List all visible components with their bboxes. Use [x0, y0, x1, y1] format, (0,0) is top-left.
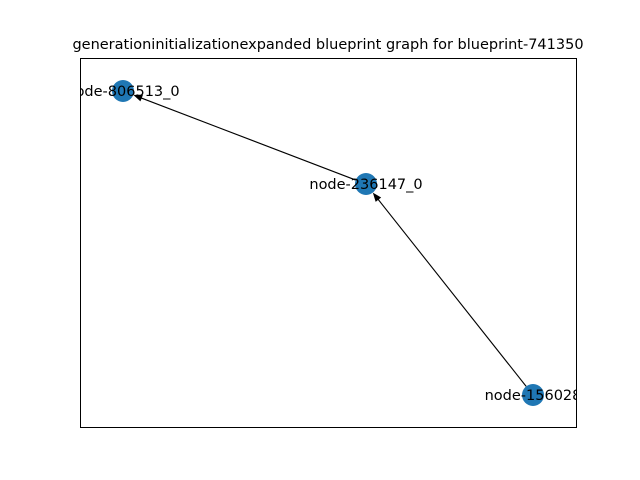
nodes-layer: [112, 80, 544, 406]
graph-edge: [372, 192, 527, 387]
plot-area: node-806513_0 node-236147_0 node-156028: [66, 80, 582, 406]
node-label: node-806513_0: [66, 84, 179, 100]
graph-node: [522, 384, 544, 406]
graph-edge: [133, 94, 356, 181]
graph-title: generationinitializationexpanded bluepri…: [72, 37, 583, 53]
arrow-head: [372, 192, 382, 202]
edges-layer: [133, 94, 527, 387]
graph-node: [355, 173, 377, 195]
node-label: node-156028: [485, 388, 582, 404]
node-label: node-236147_0: [309, 177, 422, 193]
edge-line: [139, 96, 356, 181]
labels-layer: node-806513_0 node-236147_0 node-156028: [66, 84, 582, 404]
plot-frame: [80, 58, 577, 428]
graph-node: [112, 80, 134, 102]
arrow-head: [133, 94, 143, 102]
edge-line: [376, 197, 527, 387]
